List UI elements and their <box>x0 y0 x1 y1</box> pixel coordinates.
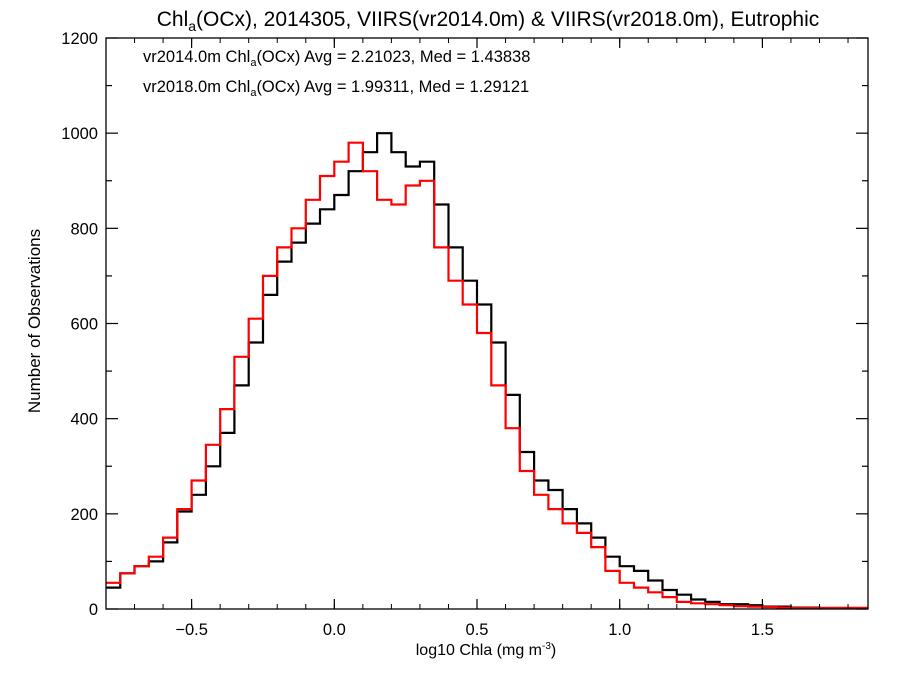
y-tick-label: 0 <box>89 601 98 619</box>
legend-0-subscript: a <box>250 57 257 69</box>
y-tick-label: 1200 <box>61 30 98 48</box>
legend-0-part-2: (OCx) Avg = 2.21023, Med = 1.43838 <box>256 48 530 66</box>
plot-frame <box>105 37 869 610</box>
chart-title: Chla(OCx), 2014305, VIIRS(vr2014.0m) & V… <box>157 8 820 34</box>
legend-1-part-2: (OCx) Avg = 1.99311, Med = 1.29121 <box>256 78 529 96</box>
x-tick-label: −0.5 <box>175 621 208 639</box>
title-subscript: a <box>188 18 196 34</box>
x-axis-label: log10 Chla (mg m-3) <box>416 641 557 659</box>
xlabel-superscript: -3 <box>542 641 551 652</box>
legend-entry-vr2014: vr2014.0m Chla(OCx) Avg = 2.21023, Med =… <box>143 48 530 69</box>
x-tick-labels: −0.5 0.0 0.5 1.0 1.5 <box>175 621 774 639</box>
y-tick-label: 200 <box>70 506 98 524</box>
legend-1-part-1: vr2018.0m Chl <box>143 78 250 96</box>
x-tick-label: 0.0 <box>323 621 346 639</box>
series-line-vr2018.0m <box>106 141 868 610</box>
y-axis-label: Number of Observations <box>25 229 44 413</box>
axes-layer <box>105 37 869 610</box>
xlabel-part-2: ) <box>551 642 556 659</box>
y-tick-label: 600 <box>70 316 98 334</box>
y-tick-label: 400 <box>70 411 98 429</box>
xlabel-part-1: log10 Chla (mg m <box>416 642 542 659</box>
x-tick-label: 1.0 <box>608 621 631 639</box>
y-tick-label: 1000 <box>61 125 98 143</box>
series-layer <box>106 132 868 610</box>
title-part-1: Chl <box>157 8 189 31</box>
x-tick-label: 0.5 <box>466 621 489 639</box>
x-tick-label: 1.5 <box>751 621 774 639</box>
legend-1-subscript: a <box>250 87 257 99</box>
legend-entry-vr2018: vr2018.0m Chla(OCx) Avg = 1.99311, Med =… <box>143 78 529 99</box>
title-part-2: (OCx), 2014305, VIIRS(vr2014.0m) & VIIRS… <box>196 8 819 31</box>
y-tick-labels: 0 200 400 600 800 1000 1200 <box>61 30 98 619</box>
legend-0-part-1: vr2014.0m Chl <box>143 48 250 66</box>
y-tick-label: 800 <box>70 220 98 238</box>
series-line-vr2014.0m <box>106 132 868 610</box>
